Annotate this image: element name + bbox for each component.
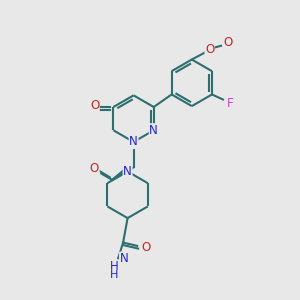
Text: N: N: [149, 124, 158, 137]
Text: H: H: [110, 260, 118, 273]
Text: O: O: [141, 241, 150, 254]
Text: O: O: [90, 99, 99, 112]
Text: F: F: [227, 97, 234, 110]
Text: O: O: [90, 162, 99, 175]
Text: O: O: [205, 43, 214, 56]
Text: H: H: [110, 270, 118, 280]
Text: N: N: [123, 165, 132, 178]
Text: O: O: [224, 36, 233, 49]
Text: N: N: [120, 252, 128, 265]
Text: N: N: [129, 135, 138, 148]
